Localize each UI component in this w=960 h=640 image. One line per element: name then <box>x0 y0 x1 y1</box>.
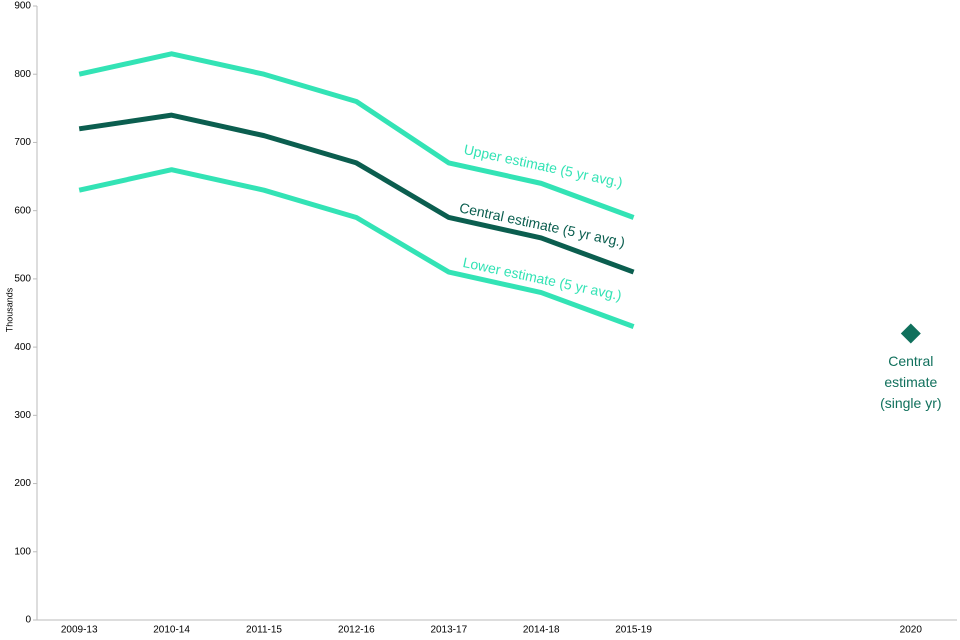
y-tick-label: 600 <box>14 205 31 216</box>
y-axis-label: Thousands <box>4 287 14 332</box>
y-tick-label: 100 <box>14 546 31 557</box>
diamond-marker <box>900 323 921 344</box>
x-tick-label: 2012-16 <box>338 625 375 636</box>
y-tick-label: 800 <box>14 69 31 80</box>
y-tick-label: 700 <box>14 137 31 148</box>
y-tick-label: 200 <box>14 478 31 489</box>
x-tick-label: 2015-19 <box>615 625 652 636</box>
x-tick-label: 2011-15 <box>246 625 282 636</box>
y-tick-label: 900 <box>14 1 31 12</box>
x-tick-label: 2010-14 <box>153 625 190 636</box>
x-tick-label: 2009-13 <box>61 625 98 636</box>
point-label: Central estimate (single yr) <box>880 353 942 412</box>
x-tick-label: 2014-18 <box>523 625 560 636</box>
y-tick-label: 0 <box>25 615 31 626</box>
x-tick-label: 2020 <box>900 625 923 636</box>
y-tick-label: 300 <box>14 410 31 421</box>
series-line <box>78 167 635 329</box>
x-tick-label: 2013-17 <box>430 625 467 636</box>
y-tick-label: 400 <box>14 342 31 353</box>
series-line <box>78 112 635 275</box>
y-tick-label: 500 <box>14 274 31 285</box>
series-line <box>78 51 635 220</box>
